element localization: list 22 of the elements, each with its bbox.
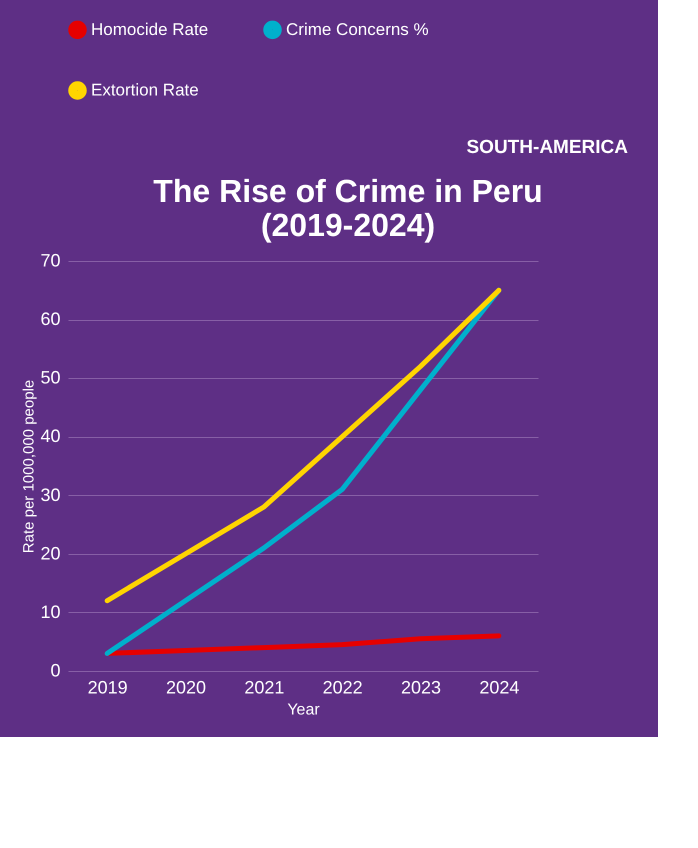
y-axis-title: Rate per 1000,000 people bbox=[20, 380, 38, 554]
legend-label: Crime Concerns % bbox=[286, 20, 429, 39]
y-tick-label: 30 bbox=[40, 484, 60, 505]
x-tick-label: 2024 bbox=[479, 678, 520, 698]
y-tick-label: 60 bbox=[40, 309, 60, 330]
text: The Rise of Crime in Peru bbox=[153, 173, 543, 209]
x-tick-label: 2021 bbox=[244, 678, 284, 698]
legend-label: Extortion Rate bbox=[91, 80, 199, 100]
y-tick-label: 10 bbox=[40, 602, 60, 622]
y-tick-label: 0 bbox=[50, 660, 60, 680]
y-tick-label: 50 bbox=[40, 368, 60, 388]
legend-label: Homocide Rate bbox=[91, 20, 208, 39]
y-tick-label: 20 bbox=[40, 543, 60, 564]
x-axis-title: Year bbox=[287, 702, 320, 718]
y-tick-label: 40 bbox=[40, 426, 60, 446]
text: SOUTH-AMERICA bbox=[466, 137, 628, 158]
y-tick-label: 70 bbox=[40, 250, 60, 270]
text: (2019-2024) bbox=[260, 207, 436, 243]
x-tick-label: 2019 bbox=[88, 678, 128, 698]
x-tick-label: 2023 bbox=[400, 678, 442, 698]
x-tick-label: 2022 bbox=[322, 678, 363, 698]
x-tick-label: 2020 bbox=[166, 678, 206, 698]
